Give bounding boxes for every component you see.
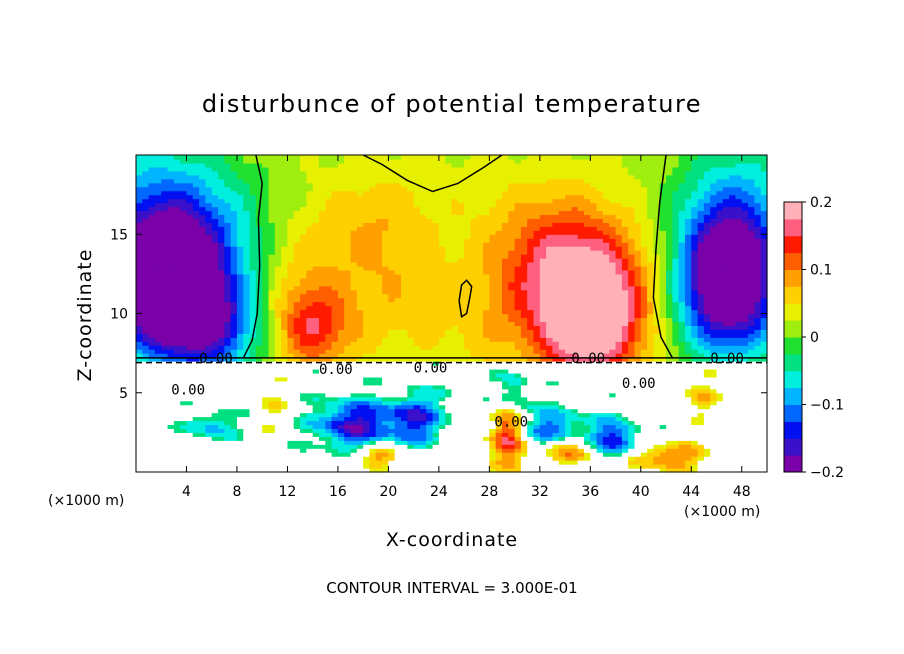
colorbar-tick-label: 0.2 [810, 195, 832, 211]
zero-contour-top [362, 154, 503, 193]
x-tick-label: 32 [531, 484, 549, 500]
x-axis-label: X-coordinate [386, 529, 518, 551]
y-tick-label: 15 [110, 227, 128, 243]
contour-label: 0.00 [414, 360, 448, 376]
x-axis: 4 8 12 16 20 24 28 32 36 40 44 48 [182, 155, 751, 500]
x-tick-label: 40 [632, 484, 650, 500]
contour-label: 0.00 [571, 351, 605, 367]
y-tick-label: 10 [110, 307, 128, 323]
x-tick-label: 36 [581, 484, 599, 500]
x-tick-label: 28 [480, 484, 498, 500]
contour-interval-note: CONTOUR INTERVAL = 3.000E-01 [326, 579, 577, 597]
x-tick-label: 12 [279, 484, 297, 500]
y-axis: 5 10 15 [110, 227, 767, 402]
colorbar-swatch [784, 404, 802, 422]
x-unit-right: (×1000 m) [684, 504, 760, 520]
colorbar-swatch [784, 455, 802, 473]
x-tick-label: 8 [232, 484, 241, 500]
zero-contour-island [458, 279, 473, 318]
colorbar-tick-label: −0.1 [810, 398, 844, 414]
colorbar-tick-label: −0.2 [810, 465, 844, 481]
x-tick-label: 44 [682, 484, 700, 500]
y-axis-label: Z-coordinate [74, 249, 96, 382]
colorbar-swatch [784, 303, 802, 321]
contour-lines [136, 154, 767, 364]
zero-contour-right [652, 154, 674, 359]
plot-area [136, 155, 768, 473]
colorbar: 0.2 0.1 0 −0.1 −0.2 [783, 195, 844, 481]
contour-label: 0.00 [171, 383, 205, 399]
contour-label: 0.00 [199, 351, 233, 367]
colorbar-swatch [784, 421, 802, 439]
zero-contour-left [242, 154, 263, 359]
x-tick-label: 16 [329, 484, 347, 500]
contour-label: 0.00 [710, 351, 744, 367]
colorbar-swatch [784, 286, 802, 304]
colorbar-swatch [784, 235, 802, 254]
contour-label: 0.00 [494, 414, 528, 430]
x-tick-label: 48 [733, 484, 751, 500]
x-unit-left: (×1000 m) [48, 493, 124, 509]
x-tick-label: 24 [430, 484, 448, 500]
y-tick-label: 5 [119, 386, 128, 402]
colorbar-swatch [784, 218, 802, 237]
contour-label: 0.00 [622, 376, 656, 392]
x-tick-label: 20 [379, 484, 397, 500]
colorbar-tick-label: 0 [810, 330, 819, 346]
colorbar-swatch [784, 387, 802, 406]
contour-labels: 0.00 0.00 0.00 0.00 0.00 0.00 0.00 0.00 [171, 351, 744, 430]
x-tick-label: 4 [182, 484, 191, 500]
colorbar-tick-label: 0.1 [810, 263, 832, 279]
colorbar-swatch [784, 370, 802, 389]
colorbar-swatch [784, 438, 802, 456]
colorbar-swatch [784, 202, 802, 220]
colorbar-swatch [784, 252, 802, 271]
chart-title: disturbunce of potential temperature [202, 90, 702, 118]
colorbar-swatch [784, 337, 802, 355]
contour-label: 0.00 [319, 362, 353, 378]
colorbar-swatch [784, 320, 802, 338]
colorbar-swatch [784, 353, 802, 372]
colorbar-swatch [784, 269, 802, 287]
